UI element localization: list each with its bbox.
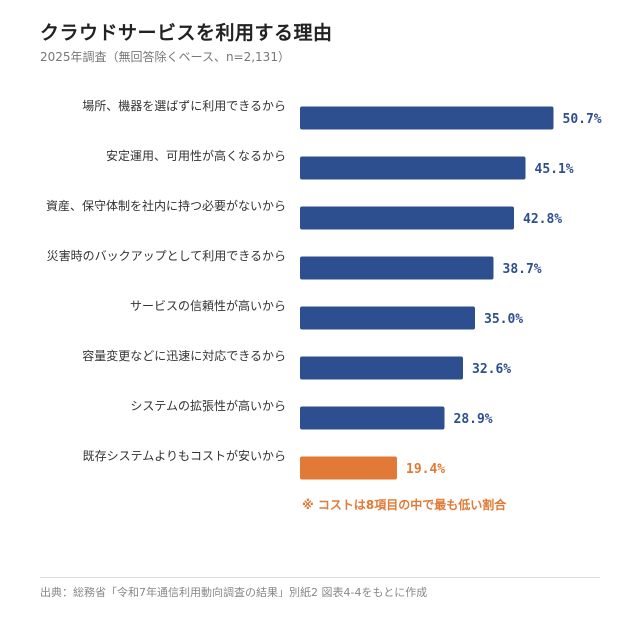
value-label: 19.4%	[406, 462, 445, 477]
value-label: 45.1%	[535, 162, 574, 177]
category-label: サービスの信頼性が高いから	[130, 298, 286, 313]
bar-chart: 場所、機器を選ばずに利用できるから 50.7% 安定運用、可用性が高くなるから 45.…	[46, 98, 602, 512]
bar	[300, 156, 526, 180]
bar	[300, 106, 554, 130]
category-label: 容量変更などに迅速に対応できるから	[82, 348, 286, 363]
category-label: 災害時のバックアップとして利用できるから	[47, 248, 286, 263]
category-label: システムの拡張性が高いから	[130, 398, 286, 413]
value-label: 38.7%	[503, 262, 542, 277]
bar	[300, 306, 475, 330]
chart-subtitle: 2025年調査（無回答除くベース、n=2,131）	[40, 50, 290, 64]
bar-highlight	[300, 456, 397, 480]
category-label: 安定運用、可用性が高くなるから	[106, 148, 286, 163]
value-label: 42.8%	[523, 212, 562, 227]
bar	[300, 356, 463, 380]
bar	[300, 206, 514, 230]
category-label: 資産、保守体制を社内に持つ必要がないから	[46, 198, 286, 213]
bar	[300, 256, 494, 280]
chart-title: クラウドサービスを利用する理由	[40, 22, 333, 44]
footer-divider	[40, 577, 600, 578]
category-label: 場所、機器を選ばずに利用できるから	[82, 98, 286, 113]
value-label: 35.0%	[484, 312, 523, 327]
category-label: 既存システムよりもコストが安いから	[83, 448, 286, 463]
value-label: 32.6%	[472, 362, 511, 377]
bar	[300, 406, 445, 430]
value-label: 28.9%	[454, 412, 493, 427]
source-note: 出典：総務省「令和7年通信利用動向調査の結果」別紙2 図表4-4をもとに作成	[40, 586, 428, 597]
highlight-annotation: ※ コストは8項目の中で最も低い割合	[302, 497, 507, 512]
value-label: 50.7%	[563, 112, 602, 127]
